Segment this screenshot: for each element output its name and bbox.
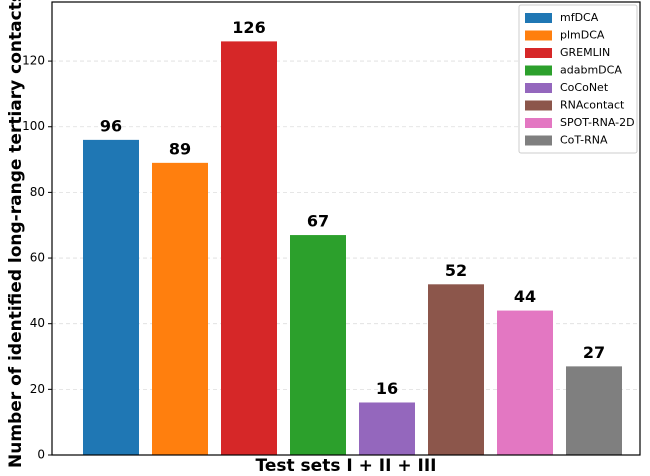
legend-label: RNAcontact — [560, 99, 625, 112]
bar — [428, 284, 484, 455]
legend-label: adabmDCA — [560, 64, 622, 77]
legend-swatch — [525, 30, 552, 41]
plot-frame — [51, 1, 641, 456]
y-axis-label: Number of identified long-range tertiary… — [6, 0, 26, 468]
value-label: 89 — [169, 139, 191, 158]
legend-label: GREMLIN — [560, 46, 610, 59]
bar — [566, 366, 622, 455]
bar — [221, 41, 277, 456]
legend-swatch — [525, 135, 552, 146]
value-label: 96 — [100, 116, 122, 135]
bar — [497, 310, 553, 455]
value-label: 27 — [583, 343, 605, 362]
legend-label: mfDCA — [560, 11, 599, 24]
bar — [290, 235, 346, 455]
legend-swatch — [525, 83, 552, 93]
bar — [152, 162, 208, 455]
bar — [83, 139, 139, 455]
y-tick-label: 80 — [30, 185, 45, 199]
legend-swatch — [525, 48, 552, 58]
y-tick-label: 0 — [37, 448, 45, 462]
legend-swatch — [525, 65, 552, 76]
value-label: 126 — [232, 18, 265, 37]
legend-label: CoT-RNA — [560, 134, 608, 147]
legend-label: plmDCA — [560, 29, 605, 42]
legend-box — [518, 4, 638, 154]
legend-swatch — [525, 13, 552, 23]
legend-swatch — [525, 118, 552, 128]
value-label: 67 — [307, 212, 329, 231]
legend-label: CoCoNet — [560, 81, 609, 94]
y-tick-label: 40 — [30, 316, 45, 330]
legend-swatch — [525, 100, 552, 111]
bar — [359, 402, 415, 455]
value-label: 52 — [445, 261, 467, 280]
value-label: 44 — [514, 287, 536, 306]
y-tick-label: 20 — [30, 382, 45, 396]
y-tick-label: 60 — [30, 251, 45, 265]
y-tick-label: 120 — [22, 54, 45, 68]
y-tick-label: 100 — [22, 119, 45, 133]
legend-label: SPOT-RNA-2D — [560, 116, 635, 129]
value-label: 16 — [376, 379, 398, 398]
x-axis-label: Test sets I + II + III — [256, 456, 437, 476]
